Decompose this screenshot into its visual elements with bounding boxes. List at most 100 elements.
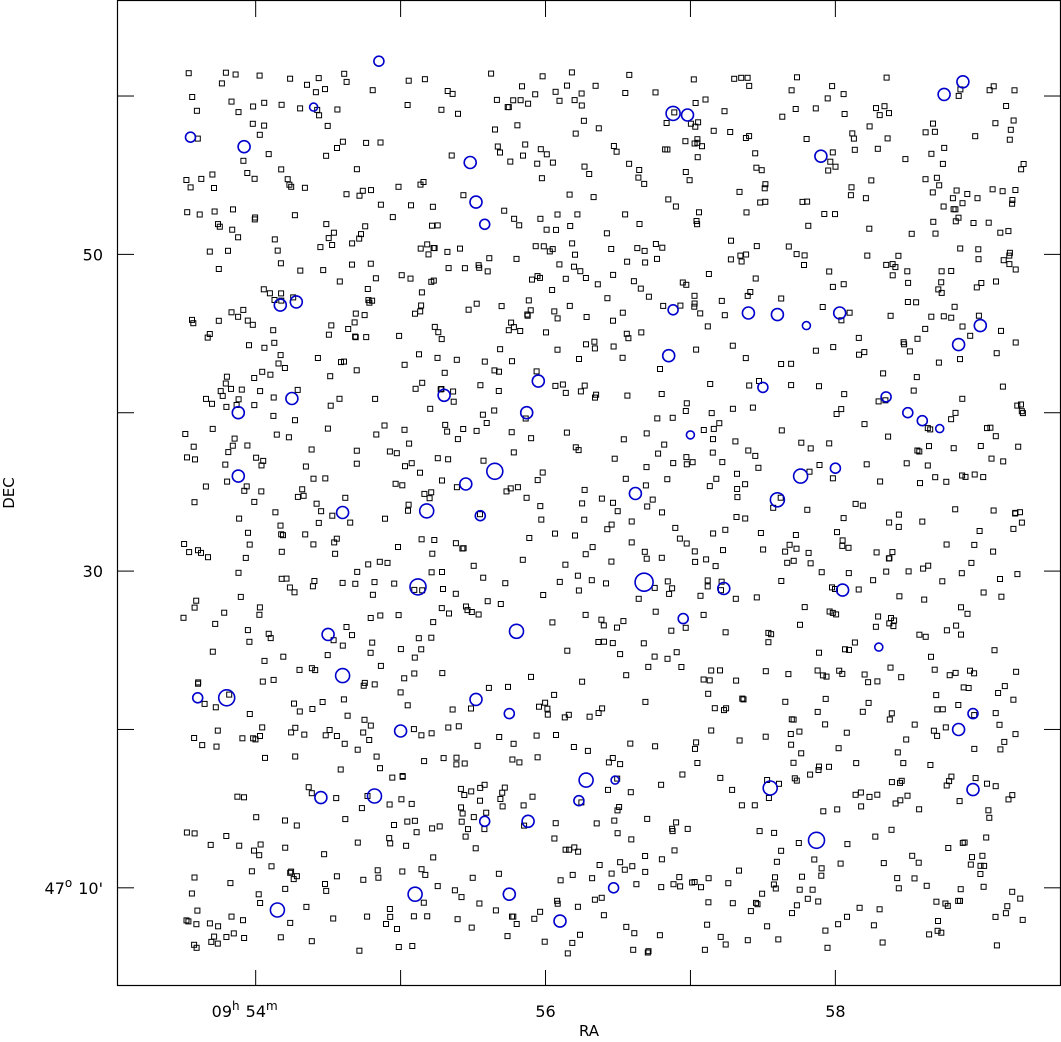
square-source [809,886,816,893]
square-source [507,485,514,492]
square-source [492,126,498,133]
square-source [211,208,218,215]
square-source [664,476,671,483]
circle-source [217,688,236,707]
circle-source [463,155,478,170]
square-source [951,303,958,310]
square-source [333,795,340,802]
square-source [865,699,872,706]
square-source [228,98,235,105]
square-source [417,308,424,315]
square-source [836,667,843,674]
square-source [851,146,858,153]
circle-source [832,306,847,320]
square-source [452,590,459,597]
circle-source [237,139,251,154]
square-source [1012,187,1019,193]
square-source [656,932,663,939]
square-source [557,877,564,884]
square-source [604,526,611,533]
square-source [643,464,650,471]
square-source [537,146,544,153]
square-source [403,842,410,849]
square-source [483,420,490,426]
square-source [320,267,327,274]
square-source [341,740,348,747]
square-source [189,94,196,100]
square-source [957,897,963,904]
square-source [282,885,289,892]
square-source [399,773,406,779]
square-source [568,69,575,76]
square-source [676,874,683,881]
y-tick-label: 47o 10' [45,876,103,898]
square-source [665,196,672,203]
square-source [734,486,741,492]
circle-source [437,388,451,403]
square-source [710,530,717,537]
square-source [827,158,834,165]
square-source [642,259,649,266]
square-source [642,868,649,875]
square-source [562,389,569,396]
square-source [622,90,629,96]
square-source [333,873,340,880]
square-source [778,578,785,584]
square-source [868,177,875,184]
square-source [700,427,707,433]
square-source [514,122,521,129]
square-source [892,800,899,807]
square-source [734,470,740,477]
square-source [842,646,848,653]
square-source [236,515,243,522]
square-source [431,245,438,252]
square-source [392,480,399,487]
square-source [959,200,966,207]
square-source [193,921,200,928]
square-source [908,230,915,237]
circle-source [610,775,620,785]
circle-source [807,831,826,850]
square-source [992,120,999,127]
square-source [351,319,358,326]
square-source [343,624,350,630]
square-source [816,462,823,468]
square-source [214,940,221,947]
square-source [732,438,739,445]
square-source [372,275,379,282]
square-source [722,526,729,533]
circle-source [628,486,643,501]
square-source [209,171,216,178]
square-source [753,899,759,906]
square-source [382,515,388,522]
square-source [256,72,263,79]
square-source [229,442,236,449]
square-source [900,760,907,767]
square-source [438,106,445,113]
square-source [977,443,984,449]
square-source [853,760,860,767]
square-source [440,755,447,762]
square-source [209,400,215,407]
square-source [458,818,465,825]
circle-source [184,131,197,143]
square-source [640,640,647,647]
square-source [510,324,517,331]
square-source [598,495,605,502]
square-source [909,852,916,859]
square-source [533,368,540,375]
square-source [634,245,641,252]
circle-source [956,75,970,89]
square-source [603,230,610,237]
square-source [652,241,659,247]
square-source [349,632,355,639]
square-source [823,673,830,680]
circle-source [503,707,516,720]
square-source [775,936,782,943]
square-source [219,392,226,399]
square-source [765,639,772,646]
square-source [310,541,317,548]
square-source [275,360,282,367]
square-source [973,284,980,291]
square-source [888,826,895,833]
